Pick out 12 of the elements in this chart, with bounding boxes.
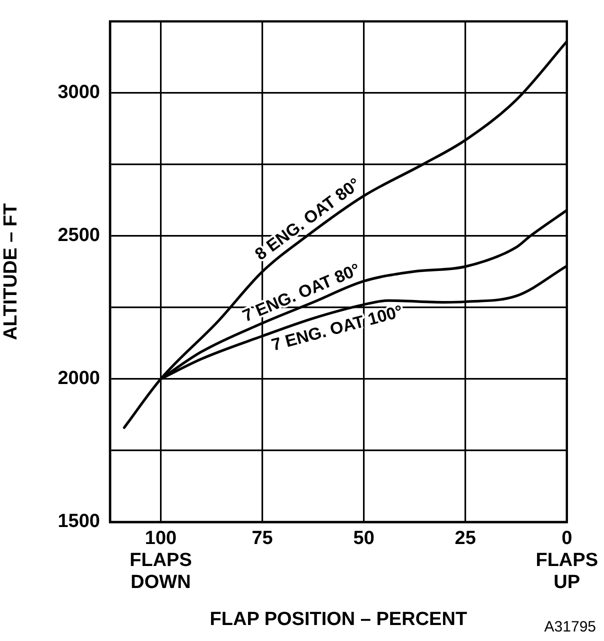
x-tick-label: 25: [454, 528, 476, 550]
y-tick-label: 2000: [58, 368, 100, 390]
x-tick-label: 50: [353, 528, 374, 550]
x-tick-label: 0 FLAPS UP: [536, 528, 598, 593]
y-tick-label: 2500: [58, 225, 100, 246]
y-tick-label: 3000: [58, 82, 100, 104]
x-tick-label: 75: [252, 528, 274, 550]
y-axis-title: ALTITUDE – FT: [0, 202, 22, 340]
x-tick-label: 100 FLAPS DOWN: [130, 528, 192, 593]
y-tick-label: 1500: [58, 511, 100, 532]
x-axis-title: FLAP POSITION – PERCENT: [210, 608, 468, 630]
text: A31795: [544, 618, 596, 636]
